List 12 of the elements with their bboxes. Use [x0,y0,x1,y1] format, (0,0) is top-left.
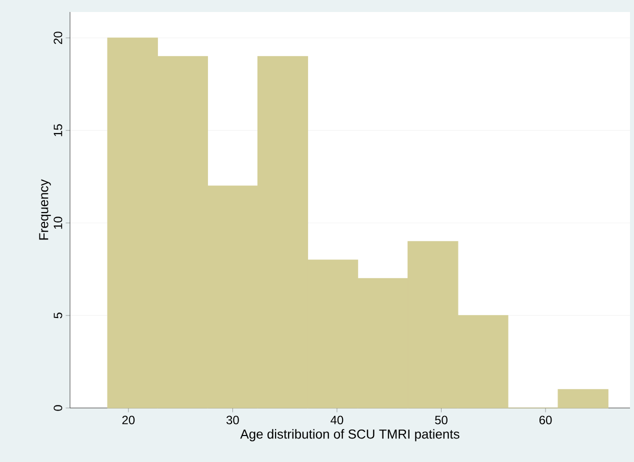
x-tick-label: 40 [330,416,344,424]
x-tick-label: 60 [539,416,552,424]
y-tick-label: 5 [54,312,62,318]
x-tick-label: 50 [435,416,448,424]
y-tick-label: 0 [54,405,62,411]
y-tick-label: 20 [54,32,62,44]
y-tick-label: 10 [54,216,62,229]
x-axis-title: Age distribution of SCU TMRI patients [240,429,460,442]
x-tick-label: 30 [226,416,239,424]
y-tick-label: 15 [54,124,62,136]
y-axis-title: Frequency [39,179,51,240]
x-tick-label: 20 [122,416,135,424]
